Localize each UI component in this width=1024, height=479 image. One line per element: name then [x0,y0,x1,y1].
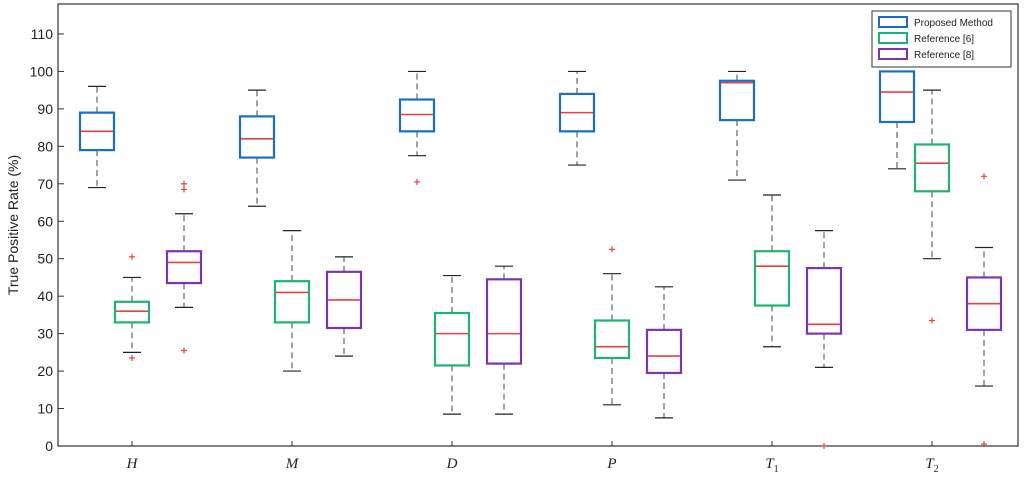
x-tick-label: D [446,456,458,472]
box [913,143,951,193]
legend-label: Proposed Method [914,18,993,29]
box-proposed-method-0 [78,85,116,189]
box-reference-6--5 [913,89,951,324]
box [238,115,276,159]
y-tick-label: 80 [37,138,53,154]
x-tick-label: H [126,456,139,472]
y-tick-label: 10 [37,401,53,417]
box [113,300,151,324]
box [645,328,683,375]
box [718,79,756,122]
box [878,70,916,124]
x-tick-label-base: H [126,456,139,472]
box-proposed-method-3 [558,70,596,166]
box [165,250,203,285]
box-reference-6--3 [593,246,631,406]
box-reference-6--0 [113,253,151,361]
x-tick-label: T2 [925,456,938,475]
y-tick-label: 100 [30,63,54,79]
box [485,278,523,365]
box-reference-6--2 [433,274,471,415]
box-proposed-method-2 [398,70,436,185]
y-tick-label: 0 [45,438,53,454]
y-tick-label: 90 [37,101,53,117]
box [433,311,471,367]
y-tick-label: 30 [37,326,53,342]
x-axis: H M D P T1 T2 [126,441,939,475]
box-series [78,70,1003,449]
box [273,280,311,324]
box-reference-8--3 [645,286,683,419]
legend-label: Reference [8] [914,50,974,61]
x-tick-label-base: T [925,456,935,472]
box-reference-6--4 [753,194,791,348]
legend-swatch [878,16,908,28]
legend-label: Reference [6] [914,34,974,45]
y-axis-label: True Positive Rate (%) [5,155,21,295]
box-reference-8--5 [965,173,1003,448]
y-tick-label: 40 [37,288,53,304]
legend-swatch [878,48,908,60]
box [593,319,631,360]
box [398,98,436,133]
plot-frame [57,3,1019,447]
legend-swatch [878,32,908,44]
x-tick-label-subscript: 1 [774,464,779,475]
y-tick-label: 110 [31,26,54,42]
box [805,266,843,335]
y-axis: 0 10 20 30 40 50 60 70 80 90 100 110 [30,26,64,454]
box-reference-8--2 [485,265,523,415]
box [753,250,791,307]
box-reference-8--4 [805,230,843,449]
x-tick-label-subscript: 2 [934,464,939,475]
x-tick-label-base: T [765,456,775,472]
box-reference-6--1 [273,230,311,372]
box-proposed-method-1 [238,89,276,207]
box-reference-8--0 [165,180,203,354]
x-tick-label-base: M [285,456,300,472]
x-tick-label: M [285,456,300,472]
x-tick-label: T1 [765,456,778,475]
box-proposed-method-4 [718,70,756,181]
legend: Proposed Method Reference [6] Reference [8… [871,10,1012,68]
y-tick-label: 70 [37,176,53,192]
x-tick-label-base: D [446,456,458,472]
y-tick-label: 20 [37,363,53,379]
box-reference-8--1 [325,256,363,357]
box-proposed-method-5 [878,70,916,170]
x-tick-label: P [606,456,616,472]
y-tick-label: 50 [37,251,53,267]
y-tick-label: 60 [37,213,53,229]
x-tick-label-base: P [606,456,616,472]
